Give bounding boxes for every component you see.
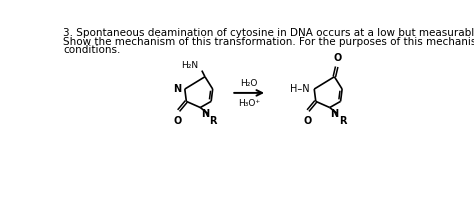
Text: N: N	[201, 109, 209, 119]
Text: N: N	[330, 109, 338, 119]
Text: H₂O: H₂O	[240, 78, 258, 87]
Text: O: O	[303, 116, 311, 126]
Text: N: N	[173, 84, 181, 94]
Text: H–N: H–N	[290, 84, 310, 94]
Text: H₃O⁺: H₃O⁺	[238, 98, 260, 107]
Text: O: O	[333, 53, 342, 63]
Text: Show the mechanism of this transformation. For the purposes of this mechanism, a: Show the mechanism of this transformatio…	[63, 37, 474, 47]
Text: R: R	[210, 116, 217, 126]
Text: O: O	[173, 116, 182, 126]
Text: conditions.: conditions.	[63, 45, 120, 55]
Text: 3. Spontaneous deamination of cytosine in DNA occurs at a low but measurable fre: 3. Spontaneous deamination of cytosine i…	[63, 28, 474, 38]
Text: H₂N: H₂N	[182, 61, 199, 70]
Text: R: R	[339, 116, 346, 126]
